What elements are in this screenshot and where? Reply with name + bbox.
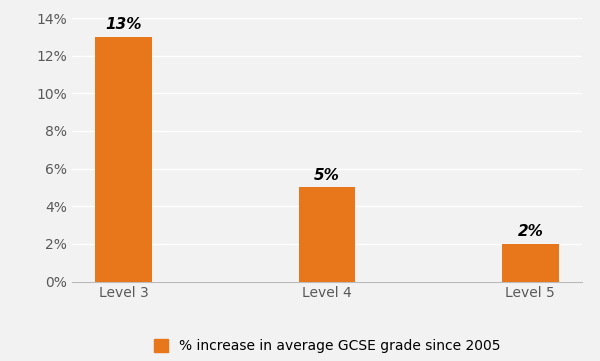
Text: 13%: 13% [106,17,142,32]
Legend: % increase in average GCSE grade since 2005: % increase in average GCSE grade since 2… [148,334,506,359]
Text: 2%: 2% [517,224,543,239]
Text: 5%: 5% [314,168,340,183]
Bar [95,37,152,282]
Bar [299,187,355,282]
Bar [502,244,559,282]
